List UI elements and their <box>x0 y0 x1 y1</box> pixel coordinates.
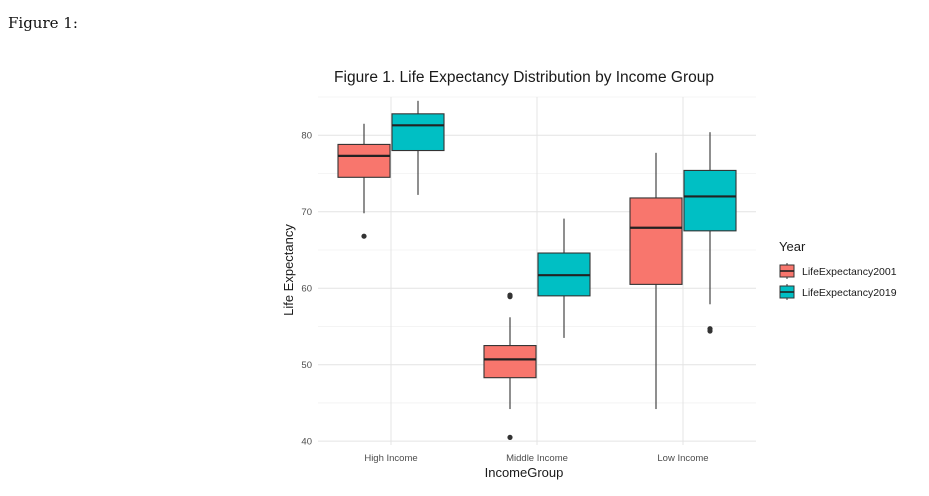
iqr-box <box>391 113 445 152</box>
figure-label: Figure 1: <box>8 14 78 32</box>
x-tick-label: Low Income <box>657 453 708 464</box>
legend-item-label: LifeExpectancy2019 <box>802 287 897 299</box>
y-tick-label: 40 <box>301 437 312 448</box>
x-tick-label: Middle Income <box>506 453 568 464</box>
legend-item-label: LifeExpectancy2001 <box>802 266 897 278</box>
outlier-point <box>507 434 513 440</box>
y-tick-label: 70 <box>301 207 312 218</box>
box-LifeExpectancy2001-high-income <box>337 123 391 239</box>
y-tick-label: 50 <box>301 360 312 371</box>
chart-title: Figure 1. Life Expectancy Distribution b… <box>334 69 714 86</box>
box-LifeExpectancy2019-middle-income <box>537 218 591 338</box>
boxplot-boxes <box>337 100 737 440</box>
axes: 40 50 60 70 80 High Income Middle Income Low In… <box>301 131 708 464</box>
iqr-box <box>629 197 683 285</box>
iqr-box <box>683 169 737 232</box>
y-tick-label: 60 <box>301 284 312 295</box>
iqr-box <box>337 143 391 178</box>
x-tick-label: High Income <box>364 453 417 464</box>
outlier-point <box>361 233 367 239</box>
box-LifeExpectancy2019-low-income <box>683 132 737 334</box>
y-tick-label: 80 <box>301 131 312 142</box>
legend-item-LifeExpectancy2001: LifeExpectancy2001 <box>779 263 897 279</box>
outlier-point <box>507 292 513 298</box>
box-LifeExpectancy2019-high-income <box>391 100 445 195</box>
grid-lines <box>318 96 756 445</box>
legend: Year LifeExpectancy2001 LifeExpectancy201… <box>779 239 897 300</box>
box-LifeExpectancy2001-low-income <box>629 152 683 410</box>
legend-title: Year <box>779 239 806 254</box>
y-axis-title: Life Expectancy <box>281 224 296 316</box>
legend-item-LifeExpectancy2019: LifeExpectancy2019 <box>779 284 897 300</box>
outlier-point <box>707 326 713 332</box>
x-axis-title: IncomeGroup <box>485 465 564 480</box>
box-LifeExpectancy2001-middle-income <box>483 292 537 440</box>
iqr-box <box>483 345 537 379</box>
